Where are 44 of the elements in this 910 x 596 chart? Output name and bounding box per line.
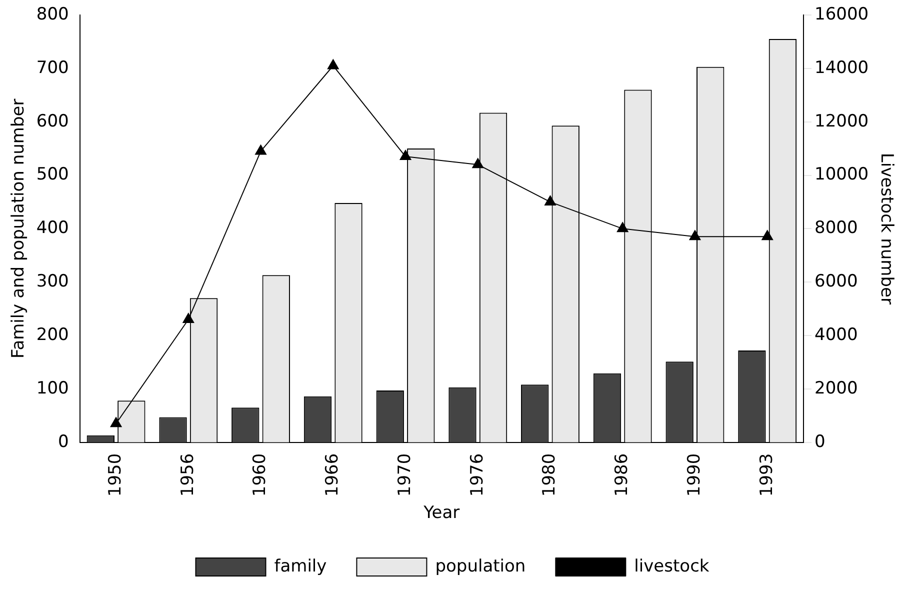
y2-tick-label: 2000 (814, 378, 858, 398)
y-tick-label: 800 (36, 4, 69, 24)
y-tick-label: 600 (36, 111, 69, 132)
y-tick-label: 0 (58, 432, 69, 452)
x-tick-label: 1980 (540, 453, 560, 497)
point (255, 144, 266, 155)
x-tick-label: 1966 (322, 453, 343, 497)
x-tick-label: 1976 (467, 453, 488, 497)
x-tick-label: 1970 (394, 453, 415, 497)
y-tick-label: 500 (36, 164, 69, 185)
y-tick-label: 400 (36, 218, 69, 238)
point (327, 59, 339, 70)
x-tick-label: 1993 (756, 453, 777, 497)
y-tick-label: 100 (36, 378, 69, 398)
y-tick-label: 700 (36, 58, 69, 78)
y-tick-label: 300 (36, 272, 69, 292)
y2-tick-label: 8000 (814, 218, 858, 238)
point (616, 222, 628, 232)
y2-tick-label: 14000 (814, 58, 869, 78)
x-tick-label: 1950 (105, 453, 126, 497)
x-tick-label: 1956 (178, 453, 198, 497)
legend-label: population (435, 556, 526, 576)
point (400, 150, 412, 160)
point (689, 230, 701, 240)
point (182, 312, 194, 323)
y-axis-title: Family and population number (8, 98, 29, 359)
y2-tick-label: 10000 (814, 164, 869, 185)
y-tick-label: 200 (36, 324, 69, 345)
x-tick-label: 1990 (684, 453, 704, 497)
x-axis-title: Year (422, 503, 460, 524)
point (762, 230, 774, 240)
x-tick-label: 1986 (612, 453, 632, 497)
y2-tick-label: 4000 (814, 324, 858, 345)
x-tick-label: 1960 (250, 453, 270, 497)
legend-label: family (274, 556, 327, 576)
y2-tick-label: 6000 (814, 272, 858, 292)
y2-tick-label: 16000 (814, 4, 869, 24)
point (472, 158, 484, 168)
legend-label: livestock (634, 556, 710, 576)
y2-tick-label: 12000 (814, 111, 869, 132)
y2-tick-label: 0 (814, 432, 826, 452)
y2-axis-title: Livestock number (876, 152, 896, 304)
point (544, 195, 556, 206)
point (110, 417, 122, 428)
